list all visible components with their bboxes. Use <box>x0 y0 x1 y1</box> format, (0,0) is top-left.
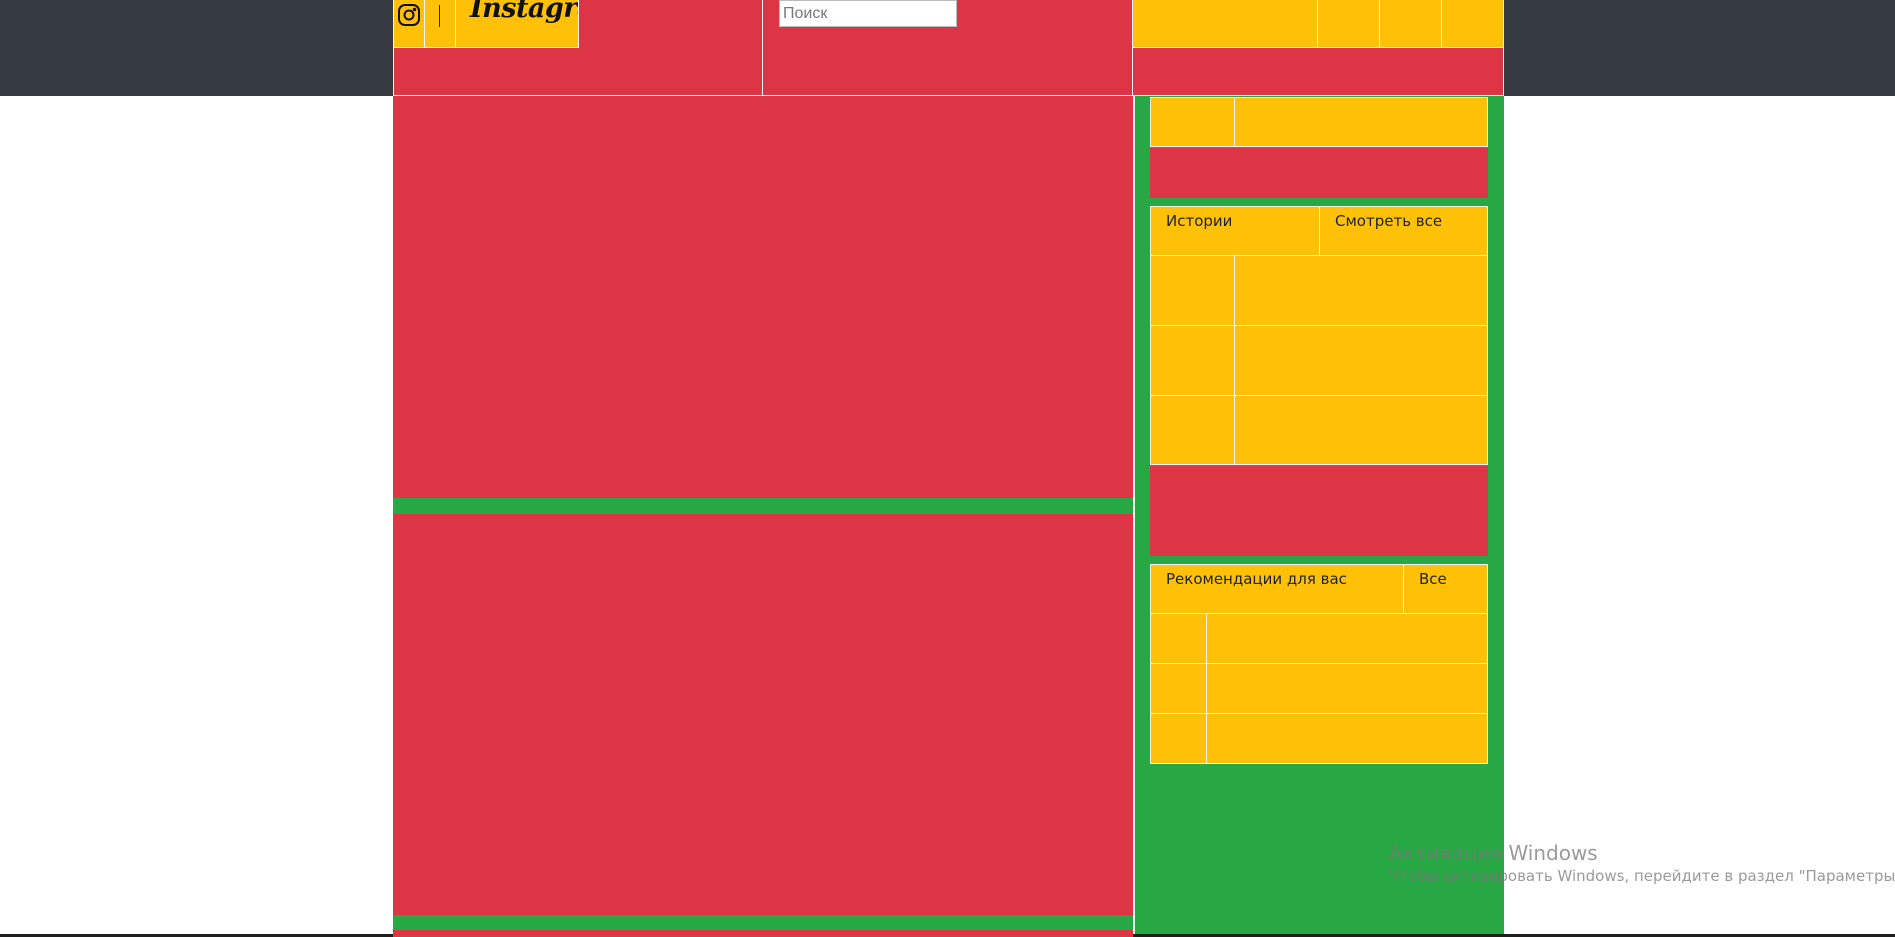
windows-activation-title: Активация Windows <box>1389 841 1598 865</box>
profile-avatar-cell[interactable] <box>1150 97 1235 147</box>
stories-view-all-label: Смотреть все <box>1335 212 1443 230</box>
feed-post-3-visible <box>393 931 1133 937</box>
header-nav-cell-2[interactable] <box>1317 0 1380 48</box>
feed-separator-2 <box>393 915 1133 930</box>
instagram-logo-text: Instagram <box>470 0 578 24</box>
recommendation-info-1[interactable] <box>1206 613 1488 664</box>
instagram-icon <box>397 3 421 32</box>
recommendation-avatar-2[interactable] <box>1150 663 1207 714</box>
stories-title: Истории <box>1166 212 1233 230</box>
recommendation-info-2[interactable] <box>1206 663 1488 714</box>
recommendations-all-button[interactable]: Все <box>1403 564 1488 614</box>
recommendations-header: Рекомендации для вас <box>1150 564 1404 614</box>
header-nav-cell-1[interactable] <box>1132 0 1318 48</box>
story-avatar-1[interactable] <box>1150 255 1235 326</box>
profile-info-cell[interactable] <box>1234 97 1488 147</box>
recommendations-all-label: Все <box>1419 570 1447 588</box>
story-avatar-2[interactable] <box>1150 325 1235 396</box>
recommendation-avatar-1[interactable] <box>1150 613 1207 664</box>
story-info-2[interactable] <box>1234 325 1488 396</box>
feed-post-1 <box>393 96 1133 498</box>
instagram-logo[interactable]: Instagram <box>455 0 579 48</box>
stories-block-bottom <box>1150 466 1488 556</box>
header-nav-cell-3[interactable] <box>1379 0 1442 48</box>
header-nav-cell-4[interactable] <box>1441 0 1504 48</box>
recommendations-title: Рекомендации для вас <box>1166 570 1347 588</box>
stories-header: Истории <box>1150 206 1320 256</box>
recommendation-avatar-3[interactable] <box>1150 713 1207 764</box>
recommendation-info-3[interactable] <box>1206 713 1488 764</box>
search-input[interactable] <box>779 0 957 27</box>
story-info-3[interactable] <box>1234 395 1488 465</box>
instagram-icon-button[interactable] <box>393 0 425 48</box>
logo-divider-cell <box>424 0 456 48</box>
profile-block-bottom <box>1150 148 1488 198</box>
story-avatar-3[interactable] <box>1150 395 1235 465</box>
feed-separator-1 <box>393 498 1133 514</box>
windows-activation-subtitle: Чтобы активировать Windows, перейдите в … <box>1389 867 1895 885</box>
story-info-1[interactable] <box>1234 255 1488 326</box>
feed-column-divider <box>1133 96 1135 937</box>
stories-view-all-button[interactable]: Смотреть все <box>1319 206 1488 256</box>
divider-line <box>439 5 440 27</box>
feed-post-2 <box>393 514 1133 915</box>
